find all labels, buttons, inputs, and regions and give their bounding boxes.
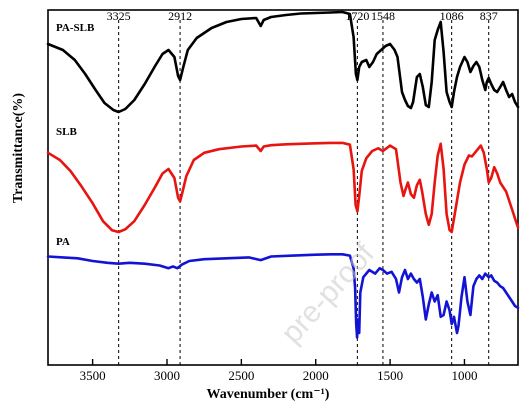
y-axis-title: Transmittance(%) xyxy=(11,93,26,203)
peak-label-3325: 3325 xyxy=(107,9,131,23)
x-tick-label-2500: 2500 xyxy=(228,368,254,383)
series-line-pa-slb xyxy=(46,10,520,114)
x-tick-label-1500: 1500 xyxy=(377,368,403,383)
peak-label-1548: 1548 xyxy=(371,9,395,23)
x-tick-label-2000: 2000 xyxy=(303,368,329,383)
x-tick-label-3500: 3500 xyxy=(80,368,106,383)
series-label-pa-slb: PA-SLB xyxy=(56,22,95,34)
series-line-pa xyxy=(46,253,520,339)
series-label-pa: PA xyxy=(56,236,70,248)
x-axis-title: Wavenumber (cm⁻¹) xyxy=(207,387,330,402)
plot-frame xyxy=(47,9,519,366)
x-tick-label-3000: 3000 xyxy=(154,368,180,383)
x-tick-label-1000: 1000 xyxy=(451,368,477,383)
peak-label-1086: 1086 xyxy=(440,9,464,23)
series-label-slb: SLB xyxy=(56,126,77,138)
series-line-slb xyxy=(46,141,520,234)
peak-label-2912: 2912 xyxy=(168,9,192,23)
peak-label-837: 837 xyxy=(480,9,498,23)
